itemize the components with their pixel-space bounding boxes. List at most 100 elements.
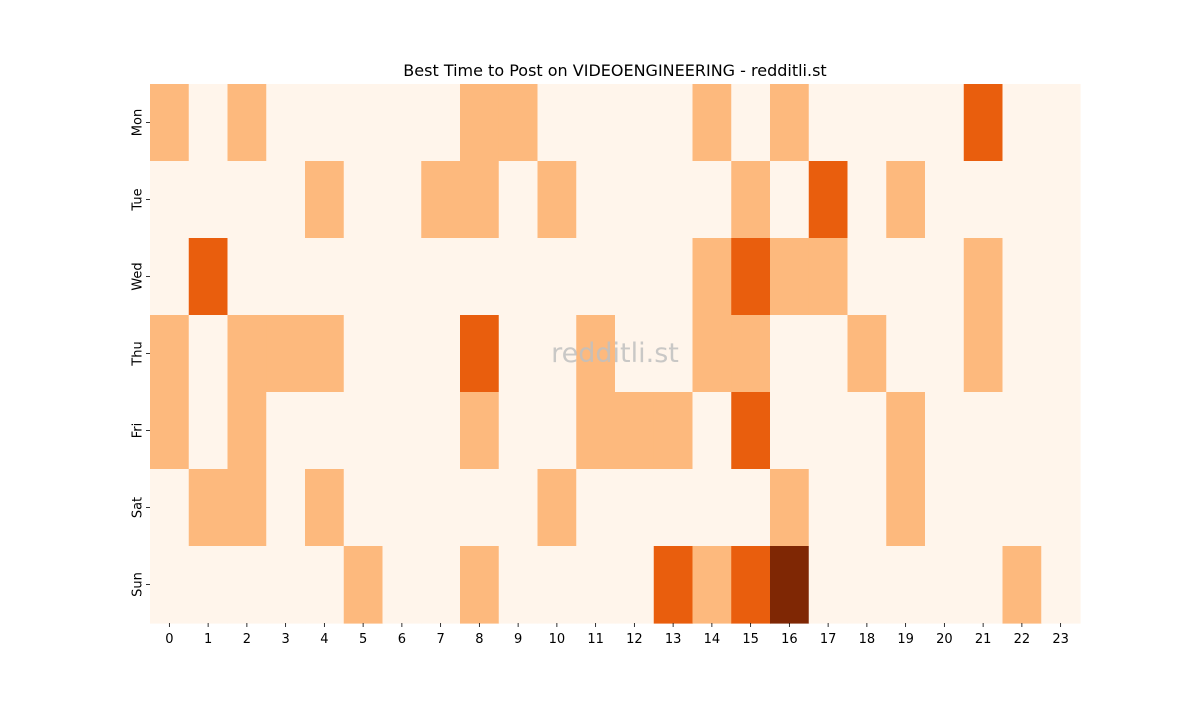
- x-tick-label: 20: [936, 632, 953, 647]
- heatmap-cell: [227, 392, 267, 470]
- heatmap-cell: [731, 392, 771, 470]
- heatmap-cell: [382, 84, 422, 162]
- heatmap-cell: [963, 546, 1004, 624]
- heatmap-cell: [576, 392, 616, 470]
- heatmap-cell: [808, 392, 849, 470]
- heatmap-cell: [537, 84, 577, 162]
- x-tick-label: 7: [436, 632, 444, 647]
- heatmap-cell: [1041, 238, 1081, 316]
- y-tick-label: Sat: [131, 497, 146, 518]
- heatmap-cell: [653, 238, 694, 316]
- heatmap-cell: [266, 469, 306, 547]
- heatmap-cell: [1041, 161, 1081, 239]
- heatmap-cell: [537, 315, 577, 393]
- x-tick-label: 12: [626, 632, 643, 647]
- y-axis: Mon Tue Wed Thu Fri Sat Sun: [131, 109, 150, 597]
- heatmap-cell: [150, 238, 190, 316]
- heatmap-cell: [808, 238, 849, 316]
- heatmap-cell: [150, 84, 190, 162]
- y-tick-label: Thu: [131, 341, 146, 366]
- heatmap-cell: [1002, 392, 1042, 470]
- heatmap-cell: [925, 392, 965, 470]
- x-tick-label: 18: [859, 632, 876, 647]
- heatmap-cell: [808, 84, 849, 162]
- heatmap-cell: [1041, 546, 1081, 624]
- heatmap-cell: [963, 469, 1004, 547]
- heatmap-cell: [847, 84, 887, 162]
- heatmap-cell: [305, 469, 345, 547]
- heatmap-cell: [731, 315, 771, 393]
- heatmap-cell: [343, 84, 384, 162]
- x-tick-label: 19: [897, 632, 914, 647]
- heatmap-cell: [731, 238, 771, 316]
- x-tick-label: 8: [475, 632, 483, 647]
- heatmap-cell: [576, 238, 616, 316]
- heatmap-cell: [847, 238, 887, 316]
- heatmap-cell: [1002, 84, 1042, 162]
- heatmap-cell: [343, 392, 384, 470]
- heatmap-cell: [1041, 315, 1081, 393]
- heatmap-cell: [1002, 469, 1042, 547]
- heatmap-cell: [615, 546, 655, 624]
- heatmap-cell: [847, 469, 887, 547]
- heatmap-cell: [886, 238, 926, 316]
- heatmap-cell: [615, 469, 655, 547]
- heatmap-cell: [227, 238, 267, 316]
- heatmap-cell: [266, 315, 306, 393]
- x-tick-label: 21: [975, 632, 992, 647]
- x-tick-label: 2: [243, 632, 251, 647]
- heatmap-cell: [615, 392, 655, 470]
- heatmap-cell: [227, 469, 267, 547]
- heatmap-cell: [925, 161, 965, 239]
- heatmap-cell: [188, 238, 229, 316]
- heatmap-cell: [653, 392, 694, 470]
- heatmap-cell: [963, 315, 1004, 393]
- heatmap-cell: [266, 546, 306, 624]
- heatmap-cell: [382, 469, 422, 547]
- heatmap-cell: [925, 84, 965, 162]
- heatmap-cell: [653, 469, 694, 547]
- heatmap-cell: [808, 315, 849, 393]
- heatmap-cell: [886, 161, 926, 239]
- heatmap-cell: [731, 469, 771, 547]
- heatmap-cell: [963, 161, 1004, 239]
- x-tick-label: 14: [704, 632, 721, 647]
- x-tick-label: 17: [820, 632, 837, 647]
- heatmap-cell: [537, 392, 577, 470]
- heatmap-cell: [421, 315, 461, 393]
- heatmap-cell: [653, 315, 694, 393]
- heatmap-cell: [847, 546, 887, 624]
- y-tick-label: Wed: [131, 262, 146, 290]
- chart-title: Best Time to Post on VIDEOENGINEERING - …: [403, 61, 826, 80]
- heatmap-cell: [770, 392, 810, 470]
- heatmap-cell: [770, 546, 810, 624]
- heatmap-cell: [460, 161, 500, 239]
- x-tick-label: 23: [1052, 632, 1069, 647]
- heatmap-cell: [653, 161, 694, 239]
- heatmap-cell: [460, 238, 500, 316]
- x-tick-label: 11: [587, 632, 604, 647]
- heatmap-cell: [1041, 469, 1081, 547]
- heatmap-cell: [537, 238, 577, 316]
- heatmap-cell: [576, 84, 616, 162]
- heatmap-cell: [886, 469, 926, 547]
- heatmap-cell: [615, 315, 655, 393]
- heatmap-cell: [537, 469, 577, 547]
- heatmap-cell: [382, 392, 422, 470]
- heatmap-cell: [150, 546, 190, 624]
- heatmap-cell: [925, 238, 965, 316]
- heatmap-cell: [305, 315, 345, 393]
- heatmap-cell: [266, 161, 306, 239]
- heatmap-cell: [731, 84, 771, 162]
- heatmap-cell: [808, 546, 849, 624]
- heatmap-cell: [731, 161, 771, 239]
- heatmap-cell: [188, 469, 229, 547]
- heatmap-cell: [963, 238, 1004, 316]
- heatmap-cell: [227, 546, 267, 624]
- heatmap-cell: [382, 238, 422, 316]
- heatmap-cell: [421, 392, 461, 470]
- heatmap-cell: [498, 469, 539, 547]
- heatmap-cell: [692, 546, 732, 624]
- heatmap-cell: [770, 469, 810, 547]
